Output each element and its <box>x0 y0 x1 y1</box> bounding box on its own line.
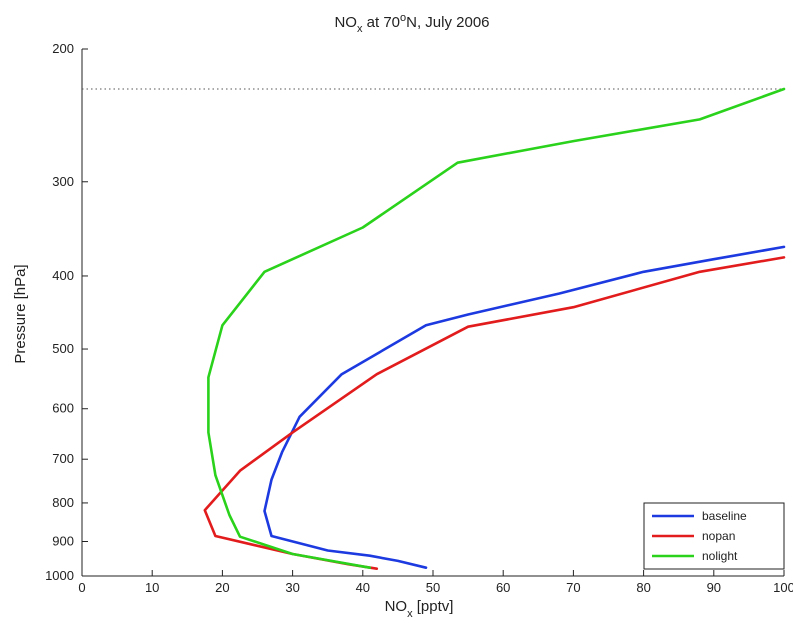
y-tick-label: 200 <box>52 41 74 56</box>
chart-title-superscript: o <box>400 12 406 24</box>
y-tick-label: 300 <box>52 174 74 189</box>
x-axis-label-suffix: [pptv] <box>413 598 454 615</box>
y-axis-label: Pressure [hPa] <box>12 264 29 363</box>
x-tick-label: 80 <box>636 580 650 595</box>
chart-title-prefix: NO <box>334 14 357 31</box>
y-tick-label: 600 <box>52 401 74 416</box>
legend-box <box>643 502 785 570</box>
x-tick-label: 60 <box>496 580 510 595</box>
plot-area <box>81 49 784 577</box>
x-tick-label: 10 <box>145 580 159 595</box>
x-axis-label: NOx [pptv] <box>385 598 454 620</box>
series-layer <box>203 87 786 571</box>
chart-title-suffix: N, July 2006 <box>406 14 489 31</box>
chart-title-middle: at 70 <box>362 14 400 31</box>
x-tick-label: 40 <box>356 580 370 595</box>
y-tick-label: 800 <box>52 495 74 510</box>
x-tick-label: 100 <box>773 580 793 595</box>
x-tick-label: 70 <box>566 580 580 595</box>
y-tick-label: 900 <box>52 534 74 549</box>
y-tick-label: 1000 <box>45 568 74 583</box>
x-tick-label: 20 <box>215 580 229 595</box>
chart-title-subscript: x <box>357 23 363 35</box>
chart-title: NOx at 70oN, July 2006 <box>334 12 489 35</box>
y-tick-label: 700 <box>52 451 74 466</box>
y-tick-label: 500 <box>52 341 74 356</box>
x-axis-label-prefix: NO <box>385 598 408 615</box>
legend-label-baseline: baseline <box>702 509 747 523</box>
x-axis-label-subscript: x <box>407 608 413 620</box>
x-tick-label: 50 <box>426 580 440 595</box>
x-axis: 0 10 20 30 40 50 60 70 80 90 100 <box>78 570 793 595</box>
y-tick-label: 400 <box>52 268 74 283</box>
legend-label-nopan: nopan <box>702 529 735 543</box>
x-tick-label: 90 <box>707 580 721 595</box>
series-line-nolight <box>207 87 786 570</box>
legend: baseline nopan nolight <box>643 502 785 570</box>
y-axis: 200 300 400 500 600 700 800 900 1000 <box>45 41 88 583</box>
legend-label-nolight: nolight <box>702 549 738 563</box>
x-tick-label: 30 <box>285 580 299 595</box>
x-tick-label: 0 <box>78 580 85 595</box>
